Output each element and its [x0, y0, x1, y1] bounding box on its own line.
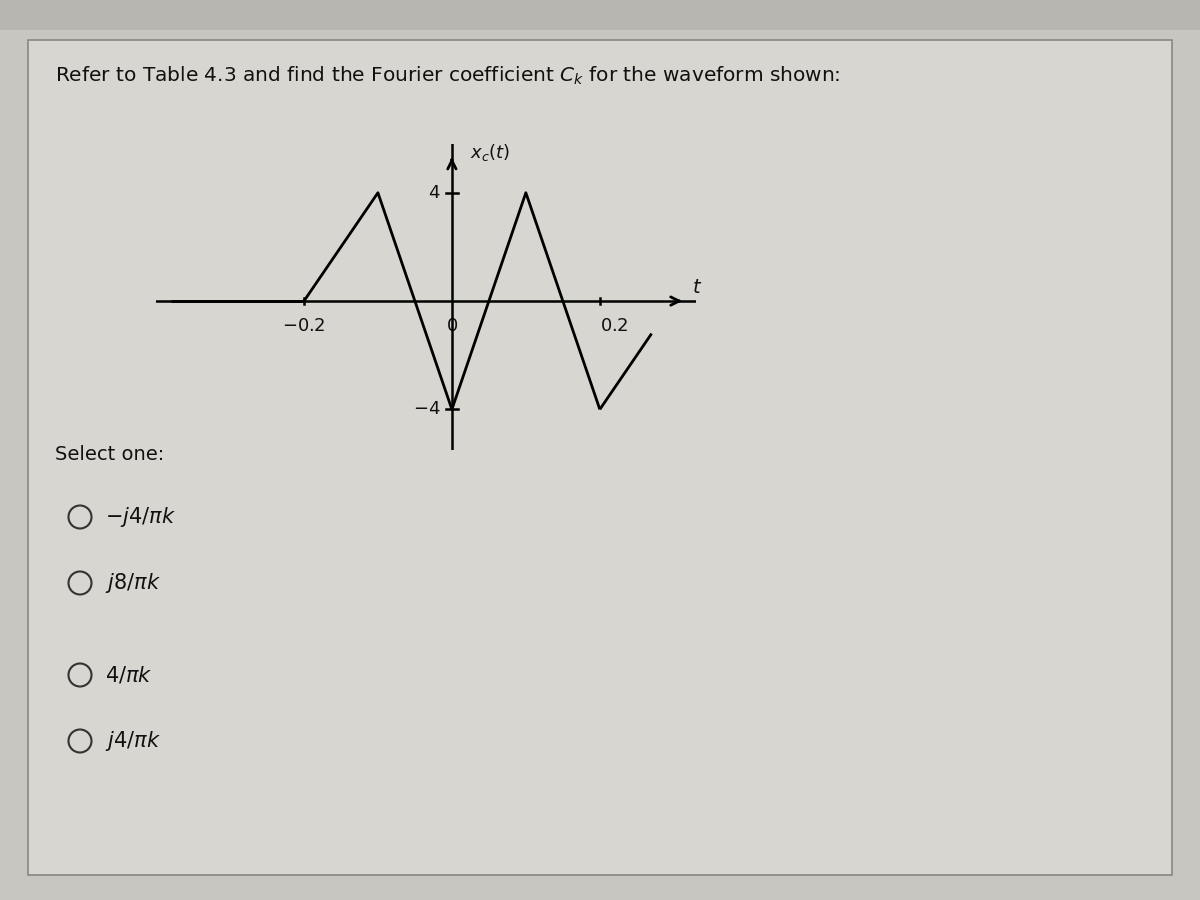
Text: $4$: $4$ [428, 184, 440, 202]
Text: $x_c(t)$: $x_c(t)$ [470, 141, 510, 163]
FancyBboxPatch shape [0, 0, 1200, 30]
Text: $-j4/\pi k$: $-j4/\pi k$ [106, 505, 176, 529]
Text: $j4/\pi k$: $j4/\pi k$ [106, 729, 161, 753]
Text: $4/\pi k$: $4/\pi k$ [106, 664, 152, 686]
Text: $0.2$: $0.2$ [600, 318, 628, 336]
Text: $t$: $t$ [692, 278, 702, 297]
Text: $0$: $0$ [446, 318, 458, 336]
Text: $-0.2$: $-0.2$ [282, 318, 325, 336]
Text: Select one:: Select one: [55, 445, 164, 464]
Text: Refer to Table 4.3 and find the Fourier coefficient $C_k$ for the waveform shown: Refer to Table 4.3 and find the Fourier … [55, 65, 840, 87]
FancyBboxPatch shape [28, 40, 1172, 875]
Text: $j8/\pi k$: $j8/\pi k$ [106, 571, 161, 595]
Text: $-4$: $-4$ [413, 400, 440, 418]
